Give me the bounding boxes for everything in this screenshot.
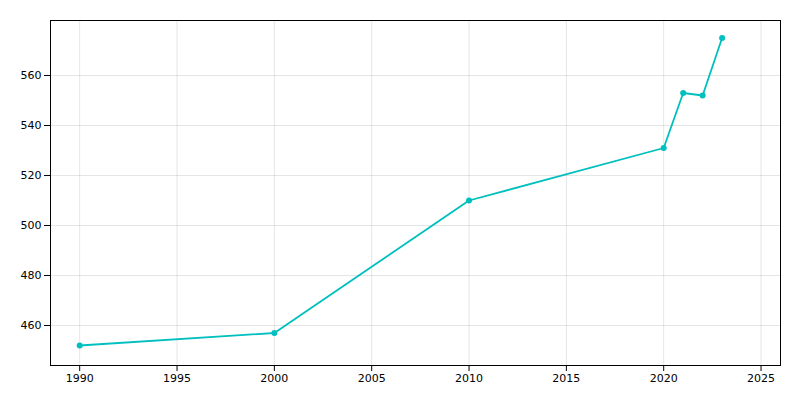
svg-text:520: 520 [21,169,42,182]
svg-text:2015: 2015 [552,372,580,385]
svg-text:480: 480 [21,269,42,282]
svg-text:500: 500 [21,219,42,232]
svg-text:540: 540 [21,119,42,132]
svg-text:2010: 2010 [455,372,483,385]
svg-text:460: 460 [21,319,42,332]
svg-text:1990: 1990 [66,372,94,385]
svg-text:2005: 2005 [358,372,386,385]
svg-text:2000: 2000 [260,372,288,385]
svg-text:560: 560 [21,69,42,82]
svg-text:2025: 2025 [747,372,775,385]
svg-text:1995: 1995 [163,372,191,385]
svg-text:2020: 2020 [650,372,678,385]
